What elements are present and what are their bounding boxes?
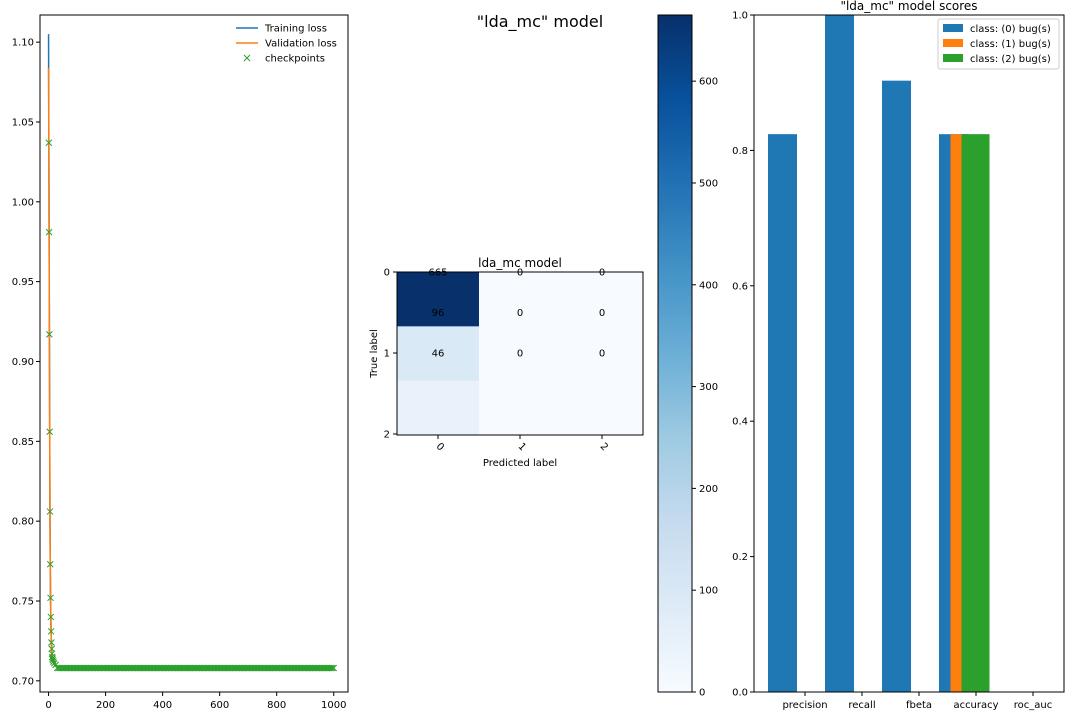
confusion-cell <box>397 380 480 436</box>
confusion-cell-value: 665 <box>428 268 447 279</box>
scores-axes-frame <box>753 14 1065 693</box>
checkpoint-marker <box>50 658 57 666</box>
loss-xtick-label: 0 <box>45 700 51 711</box>
confusion-cell <box>397 272 480 327</box>
loss-ytick-label: 0.80 <box>12 517 34 528</box>
cm-row-label: 1 <box>384 349 390 360</box>
confusion-cell-value: 0 <box>599 349 605 360</box>
legend-label-training: Training loss <box>264 24 327 35</box>
checkpoint-marker <box>46 428 54 436</box>
confusion-cell-value: 0 <box>599 268 605 279</box>
confusion-cell <box>479 380 562 436</box>
loss-ytick-label: 0.90 <box>12 357 34 368</box>
scores-legend-box <box>937 18 1060 70</box>
checkpoint-marker <box>328 664 336 672</box>
scores-bar-chart: "lda_mc" model scores 0.0 0.2 0.4 0.6 0.8 1.0 p… <box>732 0 1065 711</box>
loss-xtick-label: 1000 <box>321 700 346 711</box>
loss-ytick-label: 0.95 <box>12 277 34 288</box>
score-bar <box>768 134 797 693</box>
colorbar-tick-label: 0 <box>699 688 705 699</box>
colorbar-tick-label: 100 <box>699 586 718 597</box>
score-bar <box>961 134 990 693</box>
checkpoint-marker <box>330 664 338 672</box>
confusion-cell-value: 0 <box>517 268 523 279</box>
scores-legend-label: class: (1) bug(s) <box>970 39 1051 50</box>
scores-legend-label: class: (0) bug(s) <box>970 24 1051 35</box>
scores-title: "lda_mc" model scores <box>840 0 977 13</box>
score-bar <box>825 15 854 692</box>
confusion-cell-value: 0 <box>517 349 523 360</box>
checkpoint-marker <box>47 627 55 635</box>
colorbar-frame <box>657 14 693 693</box>
loss-ytick-label: 0.85 <box>12 437 34 448</box>
confusion-cell-value: 46 <box>432 349 445 360</box>
score-bar <box>950 134 962 693</box>
cm-xlabel: Predicted label <box>483 458 557 469</box>
scores-ytick-label: 0.0 <box>732 688 748 699</box>
loss-xtick-label: 200 <box>96 700 115 711</box>
checkpoint-marker <box>45 139 53 147</box>
scores-legend-swatch <box>943 24 963 32</box>
scores-legend-label: class: (2) bug(s) <box>970 54 1051 65</box>
checkpoint-marker <box>48 639 55 646</box>
loss-xtick-label: 600 <box>210 700 229 711</box>
checkpoint-marker <box>46 560 54 568</box>
legend-label-checkpoints: checkpoints <box>265 54 325 65</box>
scores-legend-swatch <box>943 39 963 47</box>
colorbar-tick-label: 600 <box>699 77 718 88</box>
checkpoint-marker <box>46 330 53 338</box>
loss-xtick-label: 800 <box>267 700 286 711</box>
scores-ytick-label: 0.4 <box>732 417 748 428</box>
confusion-cell <box>561 380 644 436</box>
loss-ytick-label: 0.75 <box>12 596 34 607</box>
confusion-cell-value: 96 <box>432 308 445 319</box>
loss-axes-frame <box>39 14 349 693</box>
legend-swatch-checkpoints <box>243 54 251 62</box>
confusion-cell <box>561 326 644 382</box>
loss-ytick-label: 1.00 <box>12 197 34 208</box>
checkpoint-marker <box>47 594 54 602</box>
loss-xtick-label: 400 <box>153 700 172 711</box>
confusion-cell <box>479 272 562 327</box>
loss-ytick-label: 1.10 <box>12 38 34 49</box>
confusion-cell <box>561 272 644 327</box>
scores-category-label: fbeta <box>906 700 932 711</box>
confusion-cell-value: 0 <box>517 308 523 319</box>
colorbar-tick-label: 500 <box>699 178 718 189</box>
scores-category-label: recall <box>848 700 875 711</box>
checkpoint-marker <box>46 508 54 515</box>
checkpoint-marker <box>47 613 55 621</box>
cm-row-label: 0 <box>384 268 390 279</box>
cm-row-label: 2 <box>384 430 390 441</box>
legend-label-validation: Validation loss <box>265 39 337 50</box>
scores-ytick-label: 0.2 <box>732 552 748 563</box>
confusion-cell-value: 0 <box>599 308 605 319</box>
checkpoint-marker <box>45 228 53 236</box>
cm-ylabel: True label <box>369 329 380 379</box>
colorbar-tick-label: 200 <box>699 484 718 495</box>
colorbar-tick-label: 400 <box>699 280 718 291</box>
scores-category-label: precision <box>782 700 827 711</box>
figure-suptitle: "lda_mc" model <box>477 12 603 32</box>
checkpoint-marker <box>327 664 335 672</box>
colorbar-fill <box>658 15 692 692</box>
scores-category-label: accuracy <box>953 700 998 711</box>
colorbar-tick-label: 300 <box>699 382 718 393</box>
confusion-matrix-title: lda_mc model <box>478 256 562 270</box>
loss-ytick-label: 1.05 <box>12 117 34 128</box>
confusion-cell <box>397 326 480 382</box>
score-bar <box>882 80 911 692</box>
loss-ytick-label: 0.70 <box>12 676 34 687</box>
confusion-cell <box>479 326 562 382</box>
scores-legend-swatch <box>943 54 963 62</box>
loss-chart: 0 200 400 600 800 1000 0.70 0.75 0.80 0.85 0.90 0.9… <box>12 14 349 711</box>
scores-ytick-label: 1.0 <box>732 11 748 22</box>
scores-ytick-label: 0.8 <box>732 146 748 157</box>
scores-ytick-label: 0.6 <box>732 281 748 292</box>
scores-category-label: roc_auc <box>1014 700 1052 711</box>
